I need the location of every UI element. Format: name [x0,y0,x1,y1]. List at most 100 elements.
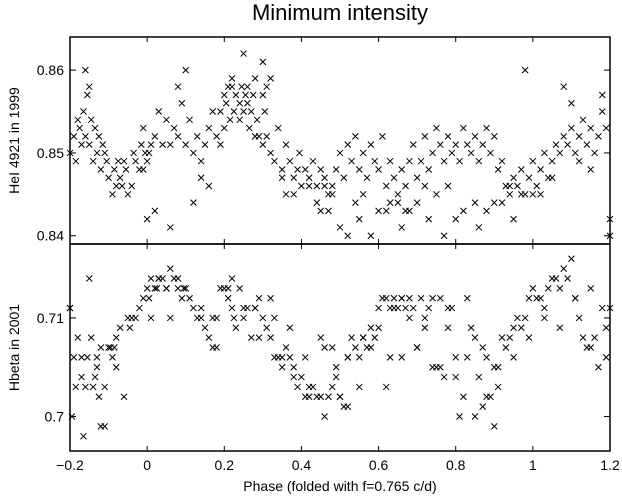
data-point [413,174,421,182]
data-point [174,275,182,282]
data-point [425,166,433,173]
data-point [259,91,267,99]
data-point [490,423,498,430]
data-point [174,133,182,140]
data-point [386,354,394,361]
x-tick-label: 0.6 [369,457,389,473]
data-point [111,344,118,351]
data-point [533,182,541,190]
data-point [174,83,182,91]
data-point [344,141,352,148]
data-point [456,413,463,420]
data-point [101,383,109,391]
data-point [406,157,413,165]
data-point [444,304,452,312]
data-point [440,373,448,381]
data-point [510,324,517,332]
data-point [425,215,433,223]
data-point [240,108,247,115]
data-point [537,294,544,302]
data-point [132,314,139,322]
data-point [355,215,363,223]
data-point [267,294,274,302]
data-point [359,334,367,341]
data-point [97,166,105,173]
data-point [483,354,490,361]
data-point [228,304,236,312]
data-point [463,294,471,302]
data-point [355,383,363,391]
data-point [510,174,517,182]
data-point [544,285,552,292]
x-tick-label: 0.8 [446,457,466,473]
data-point [298,182,305,190]
data-point [114,157,122,165]
data-point [444,324,452,332]
data-point [490,199,498,206]
data-point [398,354,406,361]
data-point [556,324,564,332]
data-point [355,354,363,361]
data-point [448,149,456,157]
data-point [463,354,471,361]
chart-title: Minimum intensity [252,0,428,25]
data-point [602,324,610,332]
data-point [205,182,213,190]
data-point [421,314,429,322]
data-point [213,133,220,140]
panel-2: 0.7 0.71 Hbeta in 2001 −0.2 0 0.2 0.4 0.6 0.8 1 1.… [6,243,620,494]
data-point [382,182,390,190]
data-point [494,166,502,173]
data-point [136,304,143,312]
x-axis-label: Phase (folded with f=0.765 c/d) [243,478,436,494]
data-point [371,334,379,341]
data-point [440,232,448,240]
data-point [517,324,525,332]
data-point [409,141,417,148]
data-point [309,157,317,165]
data-point [147,141,155,148]
data-point [286,354,294,361]
data-point [232,324,240,332]
data-point [471,133,479,140]
data-point [471,334,479,341]
data-point [82,133,89,140]
data-point [290,174,298,182]
data-point [255,334,263,341]
data-point [267,334,274,341]
data-point [579,334,587,341]
data-point [163,285,170,292]
data-point [506,182,514,190]
data-point [305,174,313,182]
data-point [186,294,193,302]
data-point [510,215,517,223]
data-point [325,393,332,401]
data-point [217,141,224,148]
data-point [84,91,91,99]
x-tick-label: 0.4 [292,457,312,473]
data-point [128,182,136,190]
data-point [506,190,514,198]
data-point [70,133,78,140]
data-point [313,199,321,206]
data-point [479,141,487,148]
x-tick-label: 1 [529,457,537,473]
data-point [571,294,579,302]
y-tick-label: 0.7 [45,409,65,425]
data-point [475,224,483,231]
data-point [74,116,82,124]
data-point [541,149,548,157]
data-point [506,334,514,341]
data-point [72,157,80,165]
data-point [340,174,348,182]
data-point [111,166,118,173]
data-point [390,304,398,312]
data-point [84,354,91,361]
data-point [159,141,166,148]
data-point [575,314,583,322]
data-point [236,99,244,107]
data-point [525,334,533,341]
data-point [325,207,332,215]
data-point [560,265,568,272]
data-point [406,207,413,215]
